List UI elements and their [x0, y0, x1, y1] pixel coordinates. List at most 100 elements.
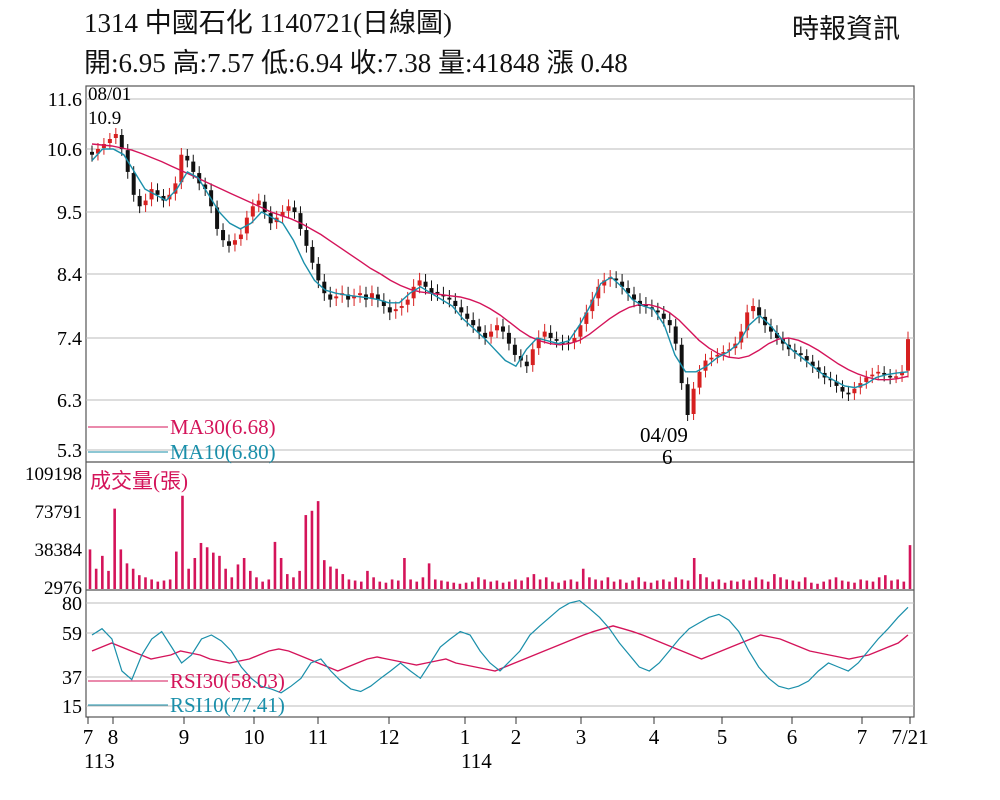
volume-bar	[224, 568, 227, 589]
volume-bar	[618, 579, 622, 589]
volume-bar	[101, 555, 104, 589]
price-y-tick: 8.4	[57, 264, 82, 286]
price-y-tick: 5.3	[57, 440, 82, 462]
volume-bar	[520, 580, 523, 589]
x-month-label: 10	[244, 725, 265, 749]
candle-body	[405, 299, 410, 305]
volume-bar	[569, 579, 573, 589]
candle-body	[500, 326, 505, 332]
volume-bar	[378, 581, 382, 589]
volume-bar	[433, 579, 437, 589]
candle-body	[506, 332, 511, 344]
volume-bar	[563, 580, 567, 589]
candle-body	[328, 294, 333, 300]
volume-bar	[896, 579, 899, 589]
volume-bar	[606, 577, 610, 589]
candle-body	[548, 332, 553, 338]
volume-bar	[551, 581, 554, 589]
candle-body	[256, 200, 261, 206]
volume-y-tick-labels: 109198 73791 38384 2976	[25, 464, 83, 599]
candle-body	[262, 201, 267, 212]
candle-body	[95, 149, 100, 154]
x-month-label: 3	[576, 725, 587, 749]
volume-bar	[193, 557, 197, 589]
year-label-113: 113	[84, 749, 115, 773]
candle-body	[703, 360, 708, 371]
candle-body	[471, 320, 476, 326]
x-month-label: 12	[379, 725, 400, 749]
volume-bar	[329, 566, 332, 589]
volume-bar	[168, 579, 172, 589]
rsi-gridlines	[86, 602, 914, 707]
volume-bar	[557, 582, 560, 589]
candle-body	[888, 375, 893, 378]
volume-bar	[538, 579, 542, 589]
candle-body	[101, 144, 106, 148]
candle-body	[512, 344, 517, 355]
candle-body	[614, 278, 619, 281]
volume-bar	[742, 579, 745, 589]
candle-body	[221, 230, 226, 241]
volume-bar	[396, 580, 400, 589]
candle-body	[155, 190, 160, 195]
volume-bar	[341, 574, 345, 589]
candle-body	[286, 206, 291, 211]
volume-bar	[594, 579, 597, 589]
candle-body	[685, 384, 690, 415]
volume-bar	[526, 577, 530, 589]
volume-bar	[612, 581, 616, 589]
volume-title: 成交量(張)	[90, 469, 188, 493]
candle-body	[149, 189, 154, 200]
volume-bar	[908, 545, 912, 589]
candle-body	[381, 300, 386, 306]
volume-bar	[421, 577, 425, 589]
volume-bar	[791, 580, 795, 589]
candle-body	[173, 183, 178, 194]
candle-body	[524, 361, 529, 367]
chart-title: 1314 中國石化 1140721(日線圖)	[84, 8, 452, 38]
rsi-y-tick: 15	[62, 696, 82, 718]
candle-body	[679, 344, 684, 384]
candle-body	[864, 377, 869, 382]
candle-body	[179, 154, 184, 183]
volume-bar	[834, 577, 838, 589]
volume-bar	[797, 581, 801, 589]
x-axis-month-ticks: 7 8 9 10 11 12 1 2 3 4 5 6 7 7/21	[83, 717, 929, 749]
volume-bar	[236, 564, 240, 589]
volume-bar	[205, 547, 209, 589]
candle-body	[316, 263, 321, 281]
x-month-label: 5	[717, 725, 728, 749]
candle-body	[399, 306, 404, 308]
candle-body	[769, 326, 774, 332]
volume-bar	[415, 581, 419, 589]
candle-body	[834, 381, 839, 386]
candle-body	[900, 371, 905, 376]
volume-bar	[150, 579, 153, 589]
volume-y-tick: 109198	[25, 464, 82, 485]
x-month-label: 6	[787, 725, 798, 749]
price-y-tick: 10.6	[47, 139, 82, 161]
candle-body	[203, 184, 208, 190]
candle-body	[751, 306, 756, 312]
candle-body	[852, 388, 857, 394]
volume-bar	[218, 555, 221, 589]
price-y-tick: 6.3	[57, 390, 82, 412]
rsi-y-tick: 80	[62, 593, 82, 615]
candle-body	[107, 139, 112, 143]
volume-bar	[655, 580, 659, 589]
rsi10-legend: RSI10(77.41)	[170, 693, 285, 717]
candle-body	[352, 296, 357, 299]
volume-bar	[588, 577, 591, 589]
volume-bar	[347, 579, 351, 589]
volume-bar	[242, 557, 246, 589]
candle-body	[590, 299, 595, 312]
ma10-legend: MA10(6.80)	[170, 440, 276, 464]
price-gridlines	[86, 98, 914, 451]
candle-body	[715, 354, 720, 357]
volume-bar	[403, 557, 406, 589]
volume-bar	[828, 579, 832, 589]
volume-bar	[853, 582, 856, 589]
candle-body	[584, 312, 589, 324]
candle-body	[185, 155, 190, 161]
